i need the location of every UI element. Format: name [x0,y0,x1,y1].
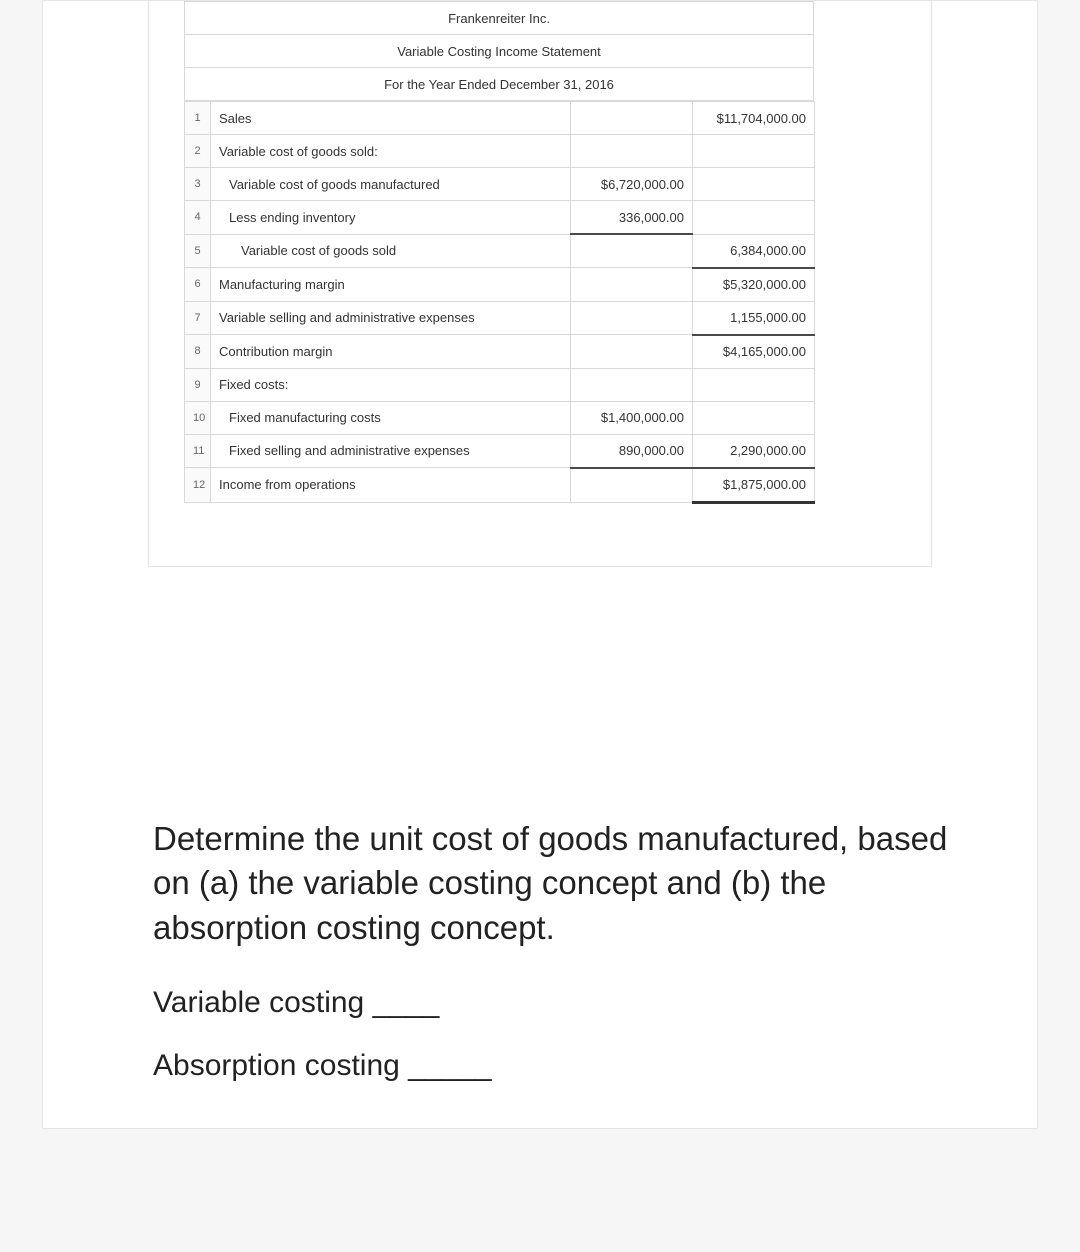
statement-table: 1Sales$11,704,000.002Variable cost of go… [184,101,815,536]
table-row: 11Fixed selling and administrative expen… [185,434,815,468]
amount-col1 [571,135,693,168]
table-row: 10Fixed manufacturing costs$1,400,000.00 [185,401,815,434]
amount-col2 [693,168,815,201]
amount-col2: $1,875,000.00 [693,468,815,503]
amount-col1 [571,368,693,401]
amount-col1 [571,102,693,135]
table-row: 7Variable selling and administrative exp… [185,301,815,335]
row-description: Sales [211,102,571,135]
statement-period: For the Year Ended December 31, 2016 [185,68,814,101]
row-number: 7 [185,301,211,335]
amount-col2: 2,290,000.00 [693,434,815,468]
row-number: 8 [185,335,211,369]
row-number: 1 [185,102,211,135]
statement-title: Variable Costing Income Statement [185,35,814,68]
row-description: Fixed costs: [211,368,571,401]
table-row: 9Fixed costs: [185,368,815,401]
amount-col1 [571,268,693,302]
question-main: Determine the unit cost of goods manufac… [153,817,977,951]
row-description: Variable selling and administrative expe… [211,301,571,335]
row-description: Variable cost of goods sold: [211,135,571,168]
row-number: 5 [185,234,211,268]
table-row: 12Income from operations $1,875,000.00 [185,468,815,503]
table-row: 6Manufacturing margin $5,320,000.00 [185,268,815,302]
amount-col2: 1,155,000.00 [693,301,815,335]
row-description: Variable cost of goods sold [211,234,571,268]
amount-col1 [571,301,693,335]
amount-col1: 336,000.00 [571,201,693,235]
row-number: 2 [185,135,211,168]
amount-col1 [571,234,693,268]
amount-col1: 890,000.00 [571,434,693,468]
statement-frame: Frankenreiter Inc. Variable Costing Inco… [148,1,932,567]
amount-col2 [693,401,815,434]
row-description: Manufacturing margin [211,268,571,302]
content-card: Frankenreiter Inc. Variable Costing Inco… [42,0,1038,1129]
amount-col1: $1,400,000.00 [571,401,693,434]
page: Frankenreiter Inc. Variable Costing Inco… [0,0,1080,1169]
table-row: 1Sales $11,704,000.00 [185,102,815,135]
row-number: 6 [185,268,211,302]
table-row: 4Less ending inventory336,000.00 [185,201,815,235]
question-block: Determine the unit cost of goods manufac… [153,817,977,1089]
statement-header: Frankenreiter Inc. Variable Costing Inco… [184,1,814,101]
row-number: 3 [185,168,211,201]
table-row: 3Variable cost of goods manufactured$6,7… [185,168,815,201]
row-number: 9 [185,368,211,401]
amount-col2: 6,384,000.00 [693,234,815,268]
row-description: Income from operations [211,468,571,503]
amount-col1 [571,335,693,369]
row-description: Contribution margin [211,335,571,369]
amount-col1: $6,720,000.00 [571,168,693,201]
table-row: 2Variable cost of goods sold: [185,135,815,168]
table-shadow [185,502,815,536]
row-number: 12 [185,468,211,503]
amount-col2 [693,368,815,401]
row-description: Fixed manufacturing costs [211,401,571,434]
row-number: 10 [185,401,211,434]
row-number: 11 [185,434,211,468]
question-absorption: Absorption costing _____ [153,1043,977,1088]
amount-col2 [693,135,815,168]
company-name: Frankenreiter Inc. [185,2,814,35]
amount-col2: $11,704,000.00 [693,102,815,135]
table-row: 5Variable cost of goods sold 6,384,000.00 [185,234,815,268]
row-description: Less ending inventory [211,201,571,235]
amount-col2: $5,320,000.00 [693,268,815,302]
amount-col2: $4,165,000.00 [693,335,815,369]
row-description: Fixed selling and administrative expense… [211,434,571,468]
row-description: Variable cost of goods manufactured [211,168,571,201]
amount-col1 [571,468,693,503]
row-number: 4 [185,201,211,235]
table-row: 8Contribution margin $4,165,000.00 [185,335,815,369]
question-variable: Variable costing ____ [153,980,977,1025]
amount-col2 [693,201,815,235]
